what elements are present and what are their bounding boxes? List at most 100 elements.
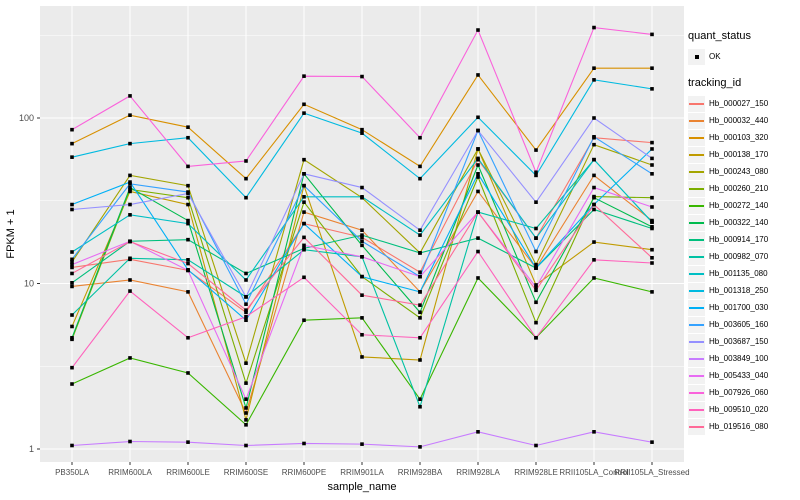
legend-item-Hb_001135_080: Hb_001135_080 — [688, 265, 800, 282]
data-point — [70, 443, 74, 448]
legend-key-box — [688, 299, 705, 316]
data-point — [186, 135, 190, 140]
data-point — [128, 278, 132, 282]
x-tick-label: RRIM600SE — [224, 468, 268, 477]
data-point — [244, 176, 248, 181]
legend-line-swatch — [689, 289, 704, 292]
legend-item-label: Hb_000914_170 — [709, 235, 769, 244]
legend-key-box — [688, 95, 705, 112]
data-point — [534, 262, 538, 267]
data-point — [186, 183, 190, 188]
data-point — [360, 254, 364, 259]
data-point — [70, 313, 74, 317]
data-point — [650, 290, 654, 294]
data-point — [360, 316, 364, 320]
data-point — [476, 175, 480, 179]
legend-item-label: Hb_003605_160 — [709, 320, 769, 329]
data-point — [244, 411, 248, 415]
data-point — [592, 157, 596, 162]
chart-legend: quant_status OK tracking_id Hb_000027_15… — [688, 30, 800, 435]
legend-item-Hb_009510_020: Hb_009510_020 — [688, 401, 800, 418]
data-point — [650, 87, 654, 91]
data-point — [244, 361, 248, 365]
data-point — [650, 195, 654, 200]
data-point — [128, 182, 132, 186]
data-point — [360, 228, 364, 232]
data-point — [302, 74, 306, 78]
legend-item-Hb_003849_100: Hb_003849_100 — [688, 350, 800, 367]
legend-line-swatch — [689, 425, 704, 428]
data-point — [418, 335, 422, 340]
data-point — [70, 141, 74, 146]
data-point — [592, 116, 596, 120]
data-point — [244, 159, 248, 163]
data-point — [418, 404, 422, 409]
legend-key-box — [688, 350, 705, 367]
data-point — [418, 135, 422, 140]
legend-item-Hb_000260_210: Hb_000260_210 — [688, 180, 800, 197]
data-point — [128, 187, 132, 192]
legend-line-swatch — [689, 374, 704, 377]
data-point — [186, 268, 190, 273]
data-point — [302, 200, 306, 204]
data-point — [650, 440, 654, 444]
data-point — [592, 430, 596, 434]
data-point — [418, 303, 422, 307]
data-point — [302, 275, 306, 280]
data-point — [476, 163, 480, 167]
data-point — [418, 274, 422, 279]
data-point — [186, 125, 190, 129]
legend-line-swatch — [689, 408, 704, 411]
legend-item-label: Hb_007926_060 — [709, 388, 769, 397]
legend-line-swatch — [689, 102, 704, 105]
legend-key-box — [688, 418, 705, 435]
legend-line-swatch — [689, 119, 704, 122]
data-point — [360, 274, 364, 279]
data-point — [418, 164, 422, 169]
data-point — [302, 221, 306, 226]
data-point — [244, 295, 248, 299]
data-point — [244, 310, 248, 315]
data-point — [650, 255, 654, 260]
data-point — [650, 172, 654, 176]
data-point — [244, 418, 248, 422]
legend-item-label: Hb_000322_140 — [709, 218, 769, 227]
data-point — [244, 381, 248, 385]
legend-key-box — [688, 401, 705, 418]
legend-item-Hb_000982_070: Hb_000982_070 — [688, 248, 800, 265]
data-point — [592, 276, 596, 280]
data-point — [360, 293, 364, 297]
data-point — [70, 265, 74, 270]
data-point — [70, 280, 74, 285]
data-point — [534, 443, 538, 448]
data-point — [592, 240, 596, 244]
data-point — [302, 102, 306, 107]
data-point — [534, 285, 538, 289]
data-point — [128, 113, 132, 117]
legend-item-Hb_019516_080: Hb_019516_080 — [688, 418, 800, 435]
legend-line-swatch — [689, 272, 704, 275]
data-point — [244, 423, 248, 427]
legend-item-label: Hb_009510_020 — [709, 405, 769, 414]
legend-item-Hb_005433_040: Hb_005433_040 — [688, 367, 800, 384]
data-point — [476, 210, 480, 214]
data-point — [244, 314, 248, 319]
legend-line-swatch — [689, 187, 704, 190]
legend-item-Hb_000027_150: Hb_000027_150 — [688, 95, 800, 112]
legend-item-Hb_001700_030: Hb_001700_030 — [688, 299, 800, 316]
ok-point-icon — [694, 54, 699, 59]
data-point — [650, 220, 654, 224]
data-point — [650, 140, 654, 145]
data-point — [418, 228, 422, 232]
legend-tracking-id-entries: Hb_000027_150 Hb_000032_440 Hb_000103_320 H… — [688, 95, 800, 435]
data-point — [302, 172, 306, 176]
data-point — [534, 148, 538, 152]
data-point — [128, 141, 132, 146]
data-point — [70, 262, 74, 267]
legend-title-quant-status: quant_status — [688, 30, 751, 42]
legend-line-swatch — [689, 340, 704, 343]
data-point — [302, 247, 306, 252]
data-point — [302, 183, 306, 188]
legend-line-swatch — [689, 323, 704, 326]
